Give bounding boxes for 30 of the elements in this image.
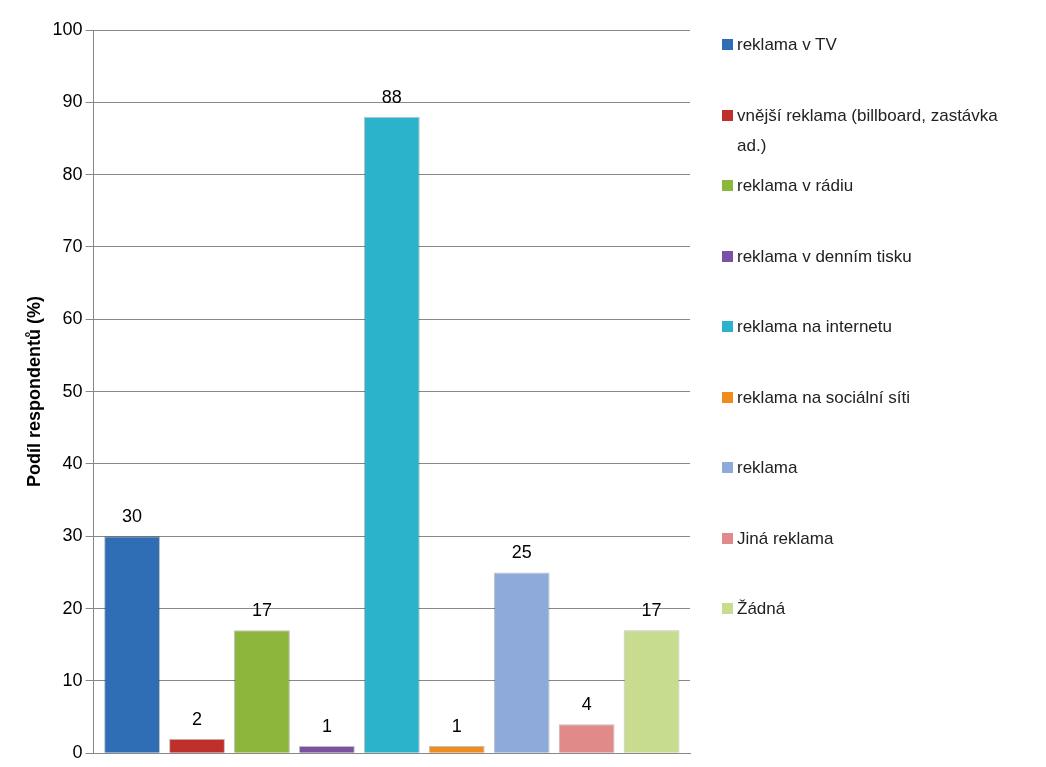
y-tick-label: 50	[62, 380, 83, 401]
legend-label: Žádná	[737, 598, 786, 620]
y-tick-label: 30	[62, 525, 83, 546]
data-label: 2	[191, 708, 203, 729]
y-tick-label: 100	[52, 18, 83, 39]
y-tick-label: 80	[62, 163, 83, 184]
legend-label: Jiná reklama	[737, 527, 834, 550]
y-tick-label: 0	[72, 742, 83, 763]
legend-label: reklama v rádiu	[737, 175, 854, 197]
y-tick-label: 70	[62, 235, 83, 256]
y-tick-label: 20	[62, 597, 83, 618]
data-label: 17	[251, 600, 272, 621]
data-label: 1	[451, 715, 462, 736]
data-label: 30	[122, 506, 143, 527]
y-tick-label: 90	[62, 91, 83, 112]
legend-label: vnější reklama (billboard, zastávka ad.)	[737, 104, 999, 157]
data-label: 25	[511, 542, 532, 563]
y-tick-label: 10	[62, 669, 83, 690]
data-label: 1	[321, 715, 332, 736]
legend-label: reklama na internetu	[737, 316, 892, 338]
y-axis-title: Podíl respondentů (%)	[23, 296, 44, 488]
legend-label: reklama	[737, 457, 798, 479]
legend-label: reklama na sociální síti	[737, 386, 910, 409]
data-label: 4	[581, 694, 592, 715]
legend-label: reklama v TV	[737, 34, 837, 56]
data-label: 17	[641, 600, 662, 621]
data-label: 88	[381, 86, 402, 107]
legend-label: reklama v denním tisku	[737, 245, 912, 268]
y-tick-label: 60	[62, 308, 83, 329]
y-tick-label: 40	[62, 452, 83, 473]
